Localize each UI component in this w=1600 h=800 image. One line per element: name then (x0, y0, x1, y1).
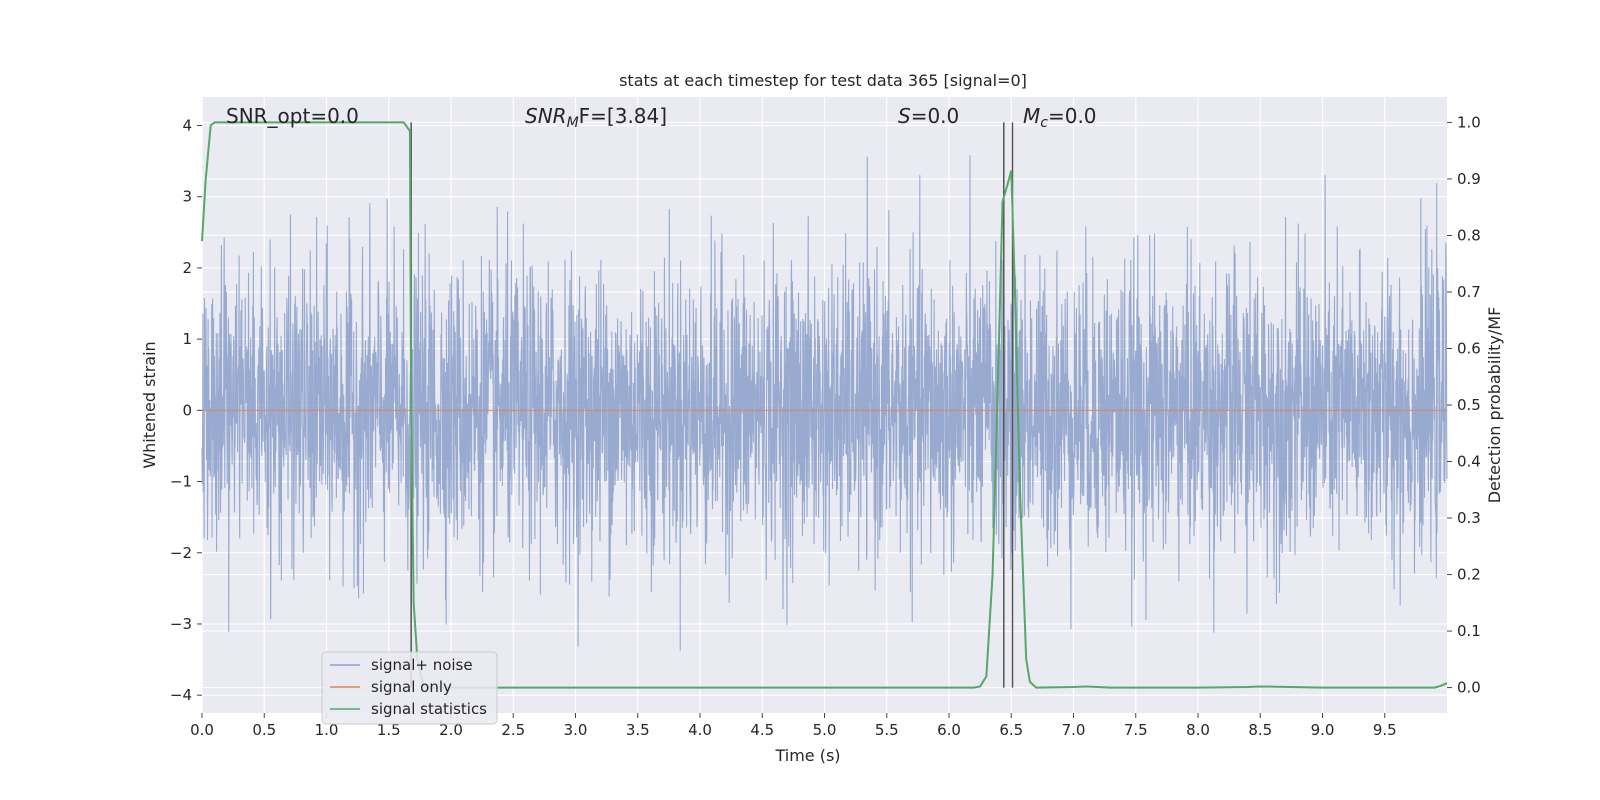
x-tick-label: 0.0 (190, 721, 214, 739)
x-tick-label: 6.0 (937, 721, 961, 739)
x-axis-label: Time (s) (774, 746, 840, 765)
x-tick-label: 7.0 (1062, 721, 1086, 739)
x-tick-label: 6.5 (999, 721, 1023, 739)
y-right-tick-label: 0.9 (1457, 170, 1481, 188)
snr-mf-annotation: SNRMF=[3.84] (525, 104, 667, 131)
y-right-tick-label: 1.0 (1457, 113, 1481, 131)
x-tick-label: 3.0 (564, 721, 588, 739)
mc-subscript: c (1040, 115, 1048, 131)
s-label: S (898, 104, 911, 128)
x-tick-label: 1.0 (315, 721, 339, 739)
y-left-tick-label: 3 (182, 188, 192, 206)
mc-label: M (1023, 104, 1040, 128)
legend-box (321, 651, 498, 725)
y-right-tick-label: 0.6 (1457, 339, 1481, 357)
y-right-tick-label: 0.8 (1457, 226, 1481, 244)
snr-mf-label: SNR (525, 104, 567, 128)
s-value: =0.0 (911, 104, 960, 128)
y-right-tick-label: 0.1 (1457, 622, 1481, 640)
y-left-tick-label: 1 (182, 330, 192, 348)
x-tick-label: 3.5 (626, 721, 650, 739)
x-tick-label: 9.0 (1311, 721, 1335, 739)
y-right-tick-label: 0.4 (1457, 453, 1481, 471)
y-left-axis-ticks: −4 −3 −2 −1 0 1 2 3 4 (170, 116, 202, 704)
y-left-tick-label: 2 (182, 259, 192, 277)
y-left-tick-label: 0 (182, 401, 192, 419)
x-tick-label: 5.0 (813, 721, 837, 739)
x-tick-label: 2.0 (439, 721, 463, 739)
legend-label-signal-only: signal only (371, 678, 452, 696)
x-tick-label: 5.5 (875, 721, 899, 739)
x-tick-label: 9.5 (1373, 721, 1397, 739)
chart-title: stats at each timestep for test data 365… (619, 71, 1027, 90)
y-left-axis-label: Whitened strain (140, 341, 159, 468)
signal-statistics-line (201, 121, 1448, 689)
y-right-tick-label: 0.5 (1457, 396, 1481, 414)
signal-noise-line (201, 155, 1448, 652)
x-tick-label: 0.5 (252, 721, 276, 739)
x-tick-label: 4.5 (750, 721, 774, 739)
legend-label-statistics: signal statistics (371, 700, 487, 718)
y-right-axis-label: Detection probability/MF (1485, 307, 1504, 504)
signal-statistics-series (201, 121, 1448, 689)
snr-opt-annotation: SNR_opt=0.0 (226, 104, 359, 128)
mc-annotation: Mc=0.0 (1023, 104, 1097, 131)
y-left-tick-label: −2 (170, 544, 192, 562)
snr-mf-value: F=[3.84] (579, 104, 667, 128)
y-left-tick-label: −1 (170, 473, 192, 491)
x-tick-label: 8.5 (1248, 721, 1272, 739)
legend: signal+ noise signal only signal statist… (321, 651, 498, 725)
y-left-tick-label: −3 (170, 615, 192, 633)
y-right-tick-label: 0.0 (1457, 679, 1481, 697)
y-right-tick-label: 0.3 (1457, 509, 1481, 527)
snr-mf-subscript: M (567, 115, 579, 131)
y-right-tick-label: 0.2 (1457, 566, 1481, 584)
x-tick-label: 4.0 (688, 721, 712, 739)
x-axis-ticks: 0.0 0.5 1.0 1.5 2.0 2.5 3.0 3.5 4.0 4.5 5.0 5.5 6.0 6… (190, 713, 1397, 739)
x-tick-label: 1.5 (377, 721, 401, 739)
x-tick-label: 8.0 (1186, 721, 1210, 739)
y-right-tick-label: 0.7 (1457, 283, 1481, 301)
y-right-axis-ticks: 0.0 0.1 0.2 0.3 0.4 0.5 0.6 0.7 0.8 0.9 1.0 (1447, 113, 1481, 697)
x-tick-label: 2.5 (501, 721, 525, 739)
legend-label-noise: signal+ noise (371, 656, 473, 674)
y-left-tick-label: 4 (182, 116, 192, 134)
mc-value: =0.0 (1048, 104, 1097, 128)
signal-noise-series (201, 155, 1448, 652)
y-left-tick-label: −4 (170, 686, 192, 704)
s-annotation: S=0.0 (898, 104, 959, 128)
x-tick-label: 7.5 (1124, 721, 1148, 739)
